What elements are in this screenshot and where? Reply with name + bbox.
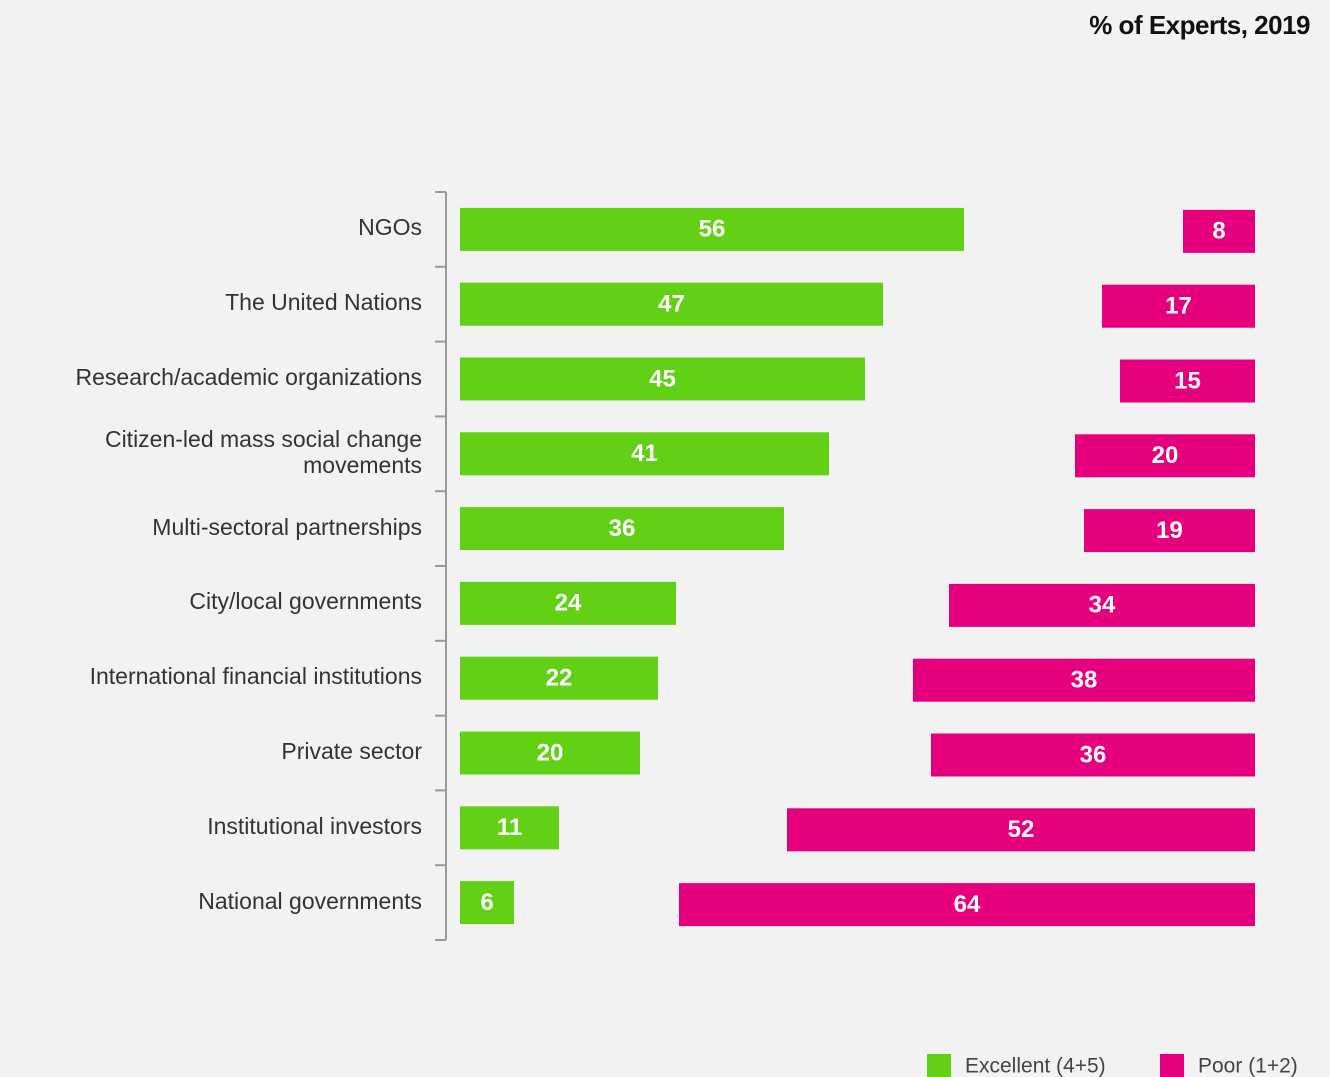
category-label: City/local governments: [189, 588, 422, 615]
bar-poor: [931, 733, 1255, 777]
bar-poor: [1084, 509, 1255, 553]
bar-poor: [1120, 359, 1255, 403]
bar-excellent: [460, 806, 559, 850]
bar-poor: [1075, 434, 1255, 478]
bar-poor: [949, 583, 1255, 627]
bar-poor: [913, 658, 1255, 702]
value-label: 47: [658, 291, 685, 318]
bar-poor: [787, 808, 1255, 852]
bar-poor: [1102, 284, 1255, 328]
legend-swatch: [927, 1054, 951, 1077]
chart-title: % of Experts, 2019: [1089, 10, 1310, 40]
bar-excellent: [460, 207, 964, 251]
value-label: 36: [609, 515, 636, 542]
category-label: Institutional investors: [207, 812, 422, 839]
value-label: 41: [631, 440, 658, 467]
value-label: 8: [1212, 218, 1225, 245]
value-label: 20: [537, 739, 564, 766]
value-label: 6: [480, 889, 493, 916]
bar-excellent: [460, 282, 883, 326]
bar-excellent: [460, 507, 784, 551]
bar-excellent: [460, 656, 658, 700]
value-label: 64: [954, 891, 981, 918]
legend-swatch: [1160, 1054, 1184, 1077]
value-label: 38: [1071, 667, 1098, 694]
category-label: Multi-sectoral partnerships: [152, 513, 422, 540]
value-label: 19: [1156, 517, 1183, 544]
category-label: NGOs: [358, 214, 422, 241]
bar-excellent: [460, 731, 640, 775]
legend-label: Poor (1+2): [1198, 1055, 1298, 1077]
bar-poor: [1183, 209, 1255, 253]
value-label: 15: [1174, 367, 1201, 394]
bar-excellent: [460, 432, 829, 476]
value-label: 11: [497, 814, 522, 841]
value-label: 24: [555, 590, 582, 617]
value-label: 34: [1089, 592, 1116, 619]
value-label: 56: [699, 216, 726, 243]
category-label: Private sector: [281, 738, 422, 764]
value-label: 36: [1080, 741, 1107, 768]
value-label: 17: [1165, 293, 1192, 320]
bar-excellent: [460, 357, 865, 401]
value-label: 52: [1008, 816, 1035, 843]
bar-poor: [679, 883, 1255, 927]
legend-label: Excellent (4+5): [965, 1055, 1106, 1077]
bar-excellent: [460, 581, 676, 625]
category-label: Research/academic organizations: [75, 364, 422, 390]
category-label: The United Nations: [225, 289, 422, 316]
bar-excellent: [460, 881, 514, 925]
category-label: International financial institutions: [89, 663, 422, 690]
category-label: National governments: [198, 887, 422, 914]
value-label: 20: [1152, 442, 1179, 469]
value-label: 45: [649, 365, 676, 392]
category-label: Citizen-led mass social change movements: [104, 425, 422, 478]
value-label: 22: [546, 665, 573, 692]
